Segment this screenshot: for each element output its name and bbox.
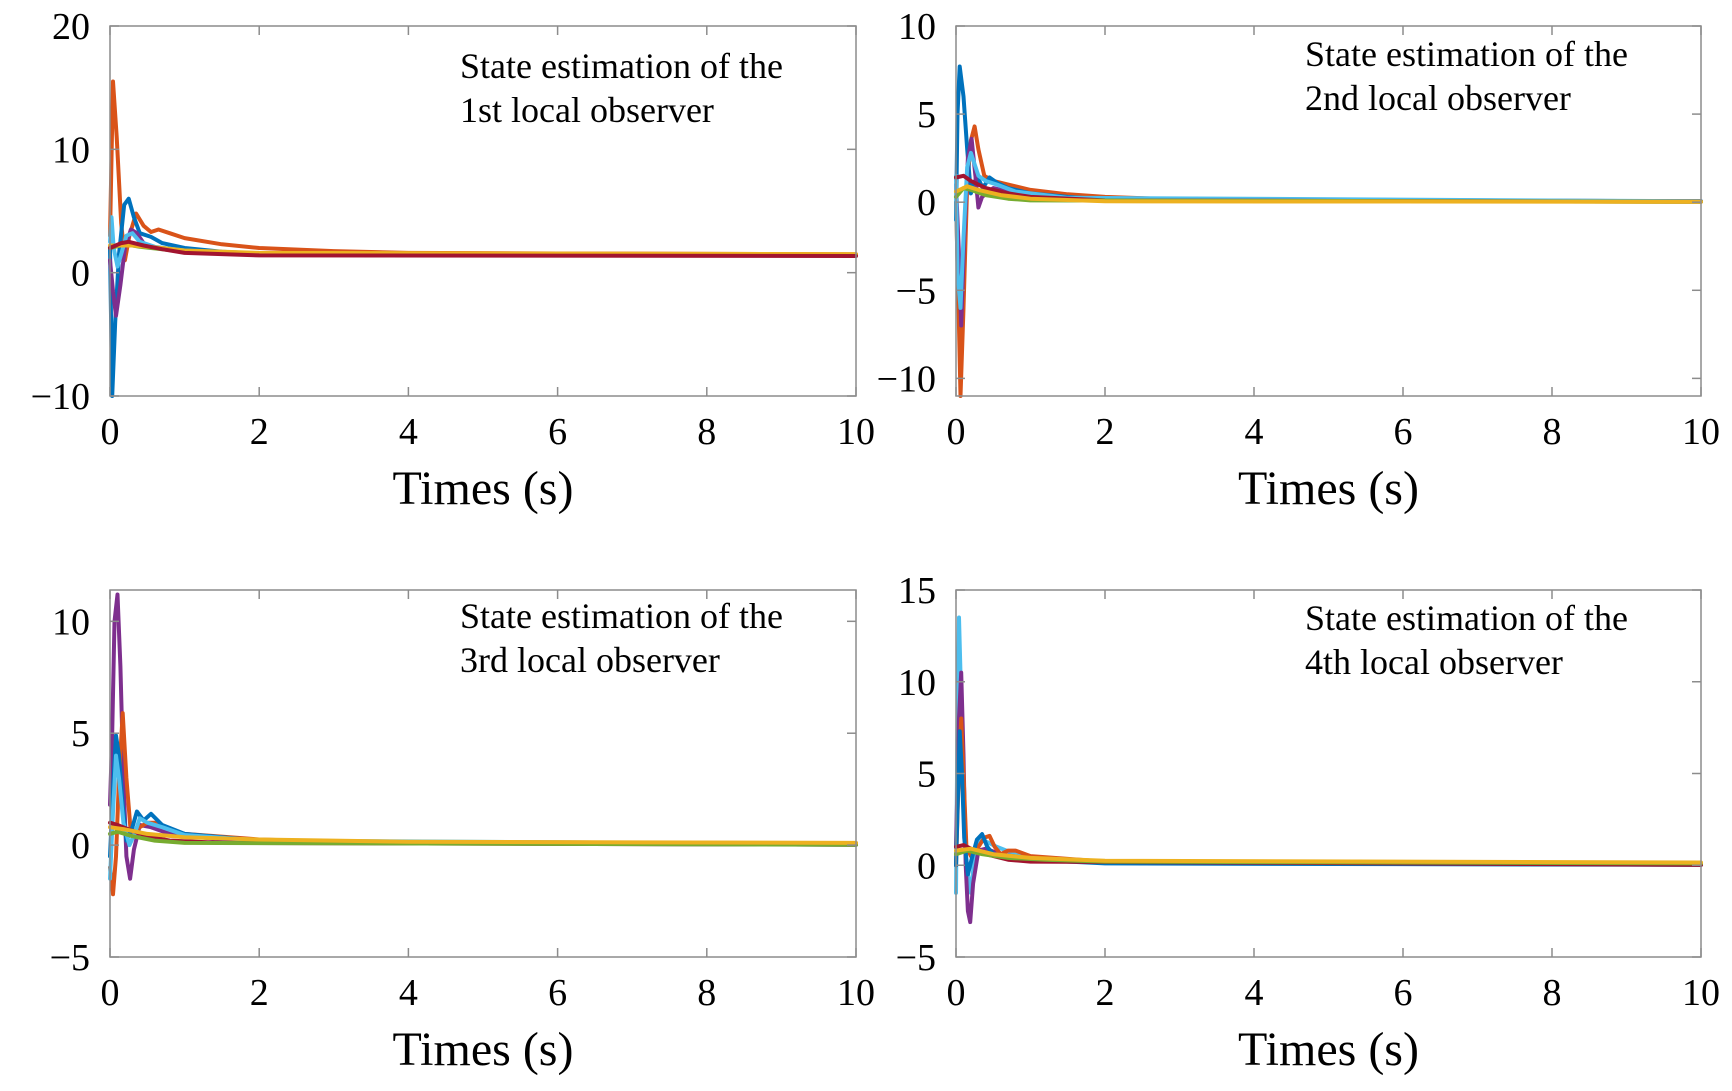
plot-area xyxy=(108,79,858,398)
x-tick-label: 0 xyxy=(101,972,120,1014)
y-tick-label: 0 xyxy=(917,845,936,887)
x-tick-label: 6 xyxy=(1394,411,1413,453)
x-tick-label: 6 xyxy=(548,972,567,1014)
series-line-1 xyxy=(954,124,1703,398)
y-tick-label: 20 xyxy=(52,6,90,48)
y-tick-label: 5 xyxy=(917,94,936,136)
y-tick-label: 5 xyxy=(917,754,936,796)
plot-area xyxy=(108,592,858,897)
y-tick-label: −5 xyxy=(50,937,90,979)
y-tick-label: 10 xyxy=(52,601,90,643)
x-tick-label: 10 xyxy=(837,972,875,1014)
x-tick-label: 4 xyxy=(1245,972,1264,1014)
axes-frame xyxy=(109,25,857,397)
series-line-4 xyxy=(954,729,1703,877)
series-line-4 xyxy=(108,753,858,881)
chart-annotation-line-1: State estimation of the xyxy=(460,46,783,86)
y-tick-label: 10 xyxy=(898,6,936,48)
series-line-2 xyxy=(108,196,858,398)
x-tick-label: 4 xyxy=(399,411,418,453)
x-axis-label: Times (s) xyxy=(393,1023,574,1076)
plot-area xyxy=(954,64,1703,398)
x-tick-label: 2 xyxy=(1096,972,1115,1014)
series-line-7 xyxy=(954,846,1703,865)
x-tick-label: 0 xyxy=(101,411,120,453)
x-axis-label: Times (s) xyxy=(393,462,574,515)
chart-panel-2: 0 2 4 6 8 10 −10 −5 0 5 10 Times (s) State estimatio… xyxy=(877,6,1720,515)
x-tick-label: 10 xyxy=(837,411,875,453)
chart-annotation-line-2: 2nd local observer xyxy=(1305,78,1571,118)
y-tick-label: 0 xyxy=(71,825,90,867)
series-line-4 xyxy=(954,150,1703,310)
axes-frame xyxy=(109,589,857,958)
series-line-2 xyxy=(954,670,1703,925)
x-tick-label: 8 xyxy=(1543,972,1562,1014)
x-tick-label: 2 xyxy=(250,972,269,1014)
y-tick-label: 0 xyxy=(917,182,936,224)
chart-panel-3: 0 2 4 6 8 10 −5 0 5 10 Times (s) State estimation o… xyxy=(50,589,875,1076)
x-tick-label: 6 xyxy=(1394,972,1413,1014)
x-tick-label: 8 xyxy=(697,972,716,1014)
series-line-7 xyxy=(108,239,858,258)
series-line-2 xyxy=(108,711,858,897)
y-tick-label: −10 xyxy=(877,358,936,400)
series-line-4 xyxy=(108,215,858,269)
chart-panel-1: 0 2 4 6 8 10 −10 0 10 20 Times (s) State estimation… xyxy=(31,6,875,515)
y-tick-label: −5 xyxy=(896,270,936,312)
series-line-3 xyxy=(954,136,1703,328)
y-tick-label: 10 xyxy=(898,662,936,704)
y-tick-label: −10 xyxy=(31,376,90,418)
y-tick-label: 5 xyxy=(71,713,90,755)
chart-annotation-line-2: 4th local observer xyxy=(1305,642,1563,682)
x-tick-label: 8 xyxy=(1543,411,1562,453)
x-axis-label: Times (s) xyxy=(1238,1023,1419,1076)
x-tick-label: 2 xyxy=(1096,411,1115,453)
series-line-7 xyxy=(108,825,858,845)
series-line-3 xyxy=(954,716,1703,868)
chart-annotation-line-2: 3rd local observer xyxy=(460,640,720,680)
series-line-6 xyxy=(108,829,858,847)
plot-area xyxy=(954,615,1703,925)
y-tick-label: −5 xyxy=(896,937,936,979)
x-tick-label: 0 xyxy=(947,972,966,1014)
y-tick-label: 10 xyxy=(52,129,90,171)
x-tick-label: 0 xyxy=(947,411,966,453)
chart-annotation-line-1: State estimation of the xyxy=(1305,34,1628,74)
chart-panel-4: 0 2 4 6 8 10 −5 0 5 10 15 Times (s) State estimation… xyxy=(896,570,1720,1076)
x-tick-label: 4 xyxy=(1245,411,1264,453)
x-axis-label: Times (s) xyxy=(1238,462,1419,515)
chart-annotation-line-2: 1st local observer xyxy=(460,90,714,130)
x-tick-label: 6 xyxy=(548,411,567,453)
chart-annotation-line-1: State estimation of the xyxy=(460,596,783,636)
chart-annotation-line-1: State estimation of the xyxy=(1305,598,1628,638)
x-tick-label: 10 xyxy=(1682,411,1720,453)
axes-frame xyxy=(955,25,1702,397)
x-tick-label: 8 xyxy=(697,411,716,453)
x-tick-label: 10 xyxy=(1682,972,1720,1014)
x-tick-label: 4 xyxy=(399,972,418,1014)
y-tick-label: 0 xyxy=(71,253,90,295)
series-line-7 xyxy=(954,184,1703,204)
y-tick-label: 15 xyxy=(898,570,936,612)
x-tick-label: 2 xyxy=(250,411,269,453)
